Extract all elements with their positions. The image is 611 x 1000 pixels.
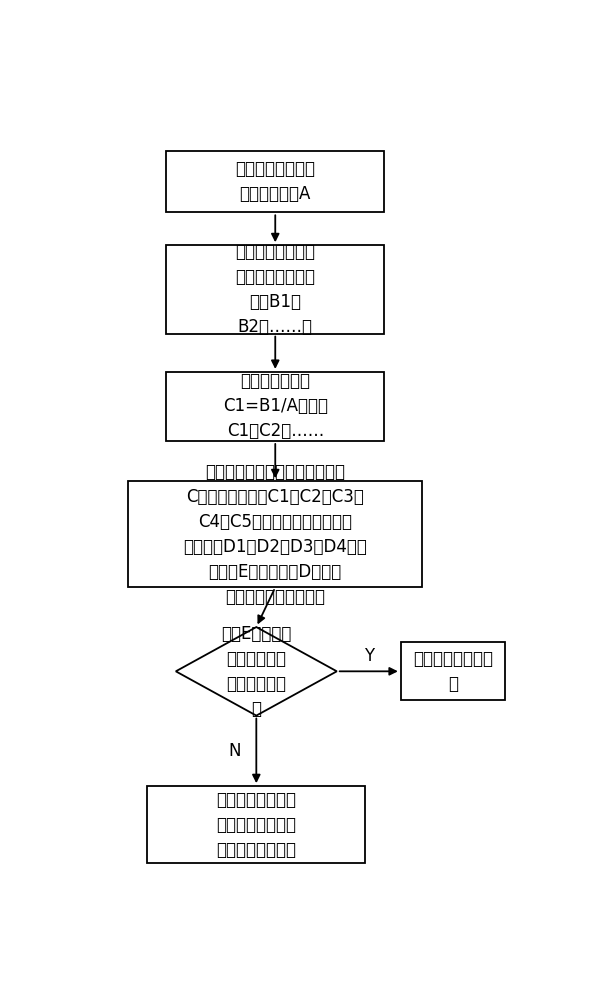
Bar <box>166 372 384 441</box>
Text: 达到结束条件，结
束: 达到结束条件，结 束 <box>413 650 493 693</box>
Polygon shape <box>176 627 337 716</box>
Text: Y: Y <box>364 647 374 665</box>
Bar <box>166 245 384 334</box>
Bar <box>401 642 505 700</box>
Text: 比较E值与设定
基准值，判断
是否低于设定
值: 比较E值与设定 基准值，判断 是否低于设定 值 <box>221 625 291 718</box>
Text: 每隔一个周期定时
采集水分作为比对
值（B1、
B2、……）: 每隔一个周期定时 采集水分作为比对 值（B1、 B2、……） <box>235 243 315 336</box>
Bar <box>128 481 422 587</box>
Text: 进行数据归一即
C1=B1/A，得出
C1、C2、……: 进行数据归一即 C1=B1/A，得出 C1、C2、…… <box>223 372 327 440</box>
Bar <box>166 151 384 212</box>
Text: 根据设定的周期进行前几个周期
C值的计算，如：C1、C2、C3、
C4、C5，取最小值作为母本，
求差得出D1、D2、D3、D4，求
和得出E（可在去除D值最大: 根据设定的周期进行前几个周期 C值的计算，如：C1、C2、C3、 C4、C5，取… <box>183 463 367 606</box>
Text: 未到达结束条件，
继续进行下一周期
的判断，直到结束: 未到达结束条件， 继续进行下一周期 的判断，直到结束 <box>216 791 296 859</box>
Bar <box>147 786 365 863</box>
Text: 干燥开始时采集水
分作为基础值A: 干燥开始时采集水 分作为基础值A <box>235 160 315 203</box>
Text: N: N <box>229 742 241 760</box>
